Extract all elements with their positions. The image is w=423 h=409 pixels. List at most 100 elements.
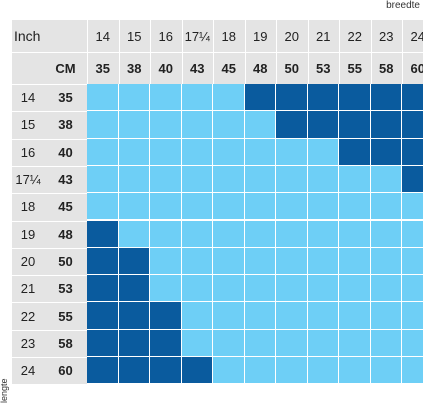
size-cell-light	[244, 275, 276, 303]
size-cell-dark	[150, 302, 182, 330]
size-cell-light	[244, 193, 276, 221]
row-cm-label: 40	[58, 144, 73, 160]
size-cell-light	[244, 138, 276, 166]
size-cell-light	[307, 302, 339, 330]
size-cell-light	[276, 357, 308, 385]
size-cell-light	[150, 275, 182, 303]
row-divider	[12, 357, 87, 358]
row-divider	[12, 220, 87, 222]
size-cell-light	[402, 220, 423, 248]
row-cm-label: 48	[58, 226, 73, 242]
size-cell-light	[307, 329, 339, 357]
column-inch-label: 22	[347, 28, 362, 44]
size-cell-light	[370, 247, 402, 276]
size-cell-light	[244, 247, 276, 276]
size-cell-light	[213, 111, 245, 139]
size-cell-dark	[402, 165, 423, 194]
size-cell-dark	[87, 302, 119, 330]
size-cell-dark	[307, 84, 339, 112]
size-cell-light	[370, 165, 402, 194]
size-cell-dark	[339, 84, 371, 112]
column-cm-label: 48	[253, 60, 268, 76]
size-cell-dark	[402, 111, 423, 139]
size-cell-dark	[339, 138, 371, 166]
row-divider	[12, 193, 87, 195]
size-cell-light	[276, 329, 308, 357]
size-cell-dark	[118, 329, 150, 357]
size-cell-light	[402, 357, 423, 385]
size-cell-light	[339, 275, 371, 303]
column-cm-label: 53	[316, 60, 331, 76]
size-cell-light	[370, 275, 402, 303]
size-cell-dark	[402, 138, 423, 166]
size-cell-dark	[87, 247, 119, 276]
size-cell-light	[370, 193, 402, 221]
row-cm-label: 38	[58, 117, 73, 133]
row-cm-label: 58	[58, 335, 73, 351]
size-cell-light	[244, 165, 276, 194]
size-cell-light	[213, 329, 245, 357]
size-cell-light	[213, 247, 245, 276]
size-cell-light	[118, 84, 150, 112]
size-cell-light	[402, 302, 423, 330]
row-inch-label: 14	[20, 90, 36, 106]
size-cell-light	[276, 165, 308, 194]
row-inch-label: 22	[20, 308, 36, 324]
size-cell-light	[118, 193, 150, 221]
row-cm-label: 53	[58, 281, 73, 297]
size-cell-light	[213, 357, 245, 385]
size-cell-dark	[118, 247, 150, 276]
row-divider	[12, 384, 87, 386]
size-cell-light	[307, 165, 339, 194]
row-divider	[12, 302, 87, 304]
column-inch-label: 24	[410, 28, 423, 44]
row-inch-label: 17¼	[15, 172, 41, 188]
size-cell-light	[181, 247, 213, 276]
size-cell-dark	[402, 84, 423, 112]
size-cell-light	[244, 329, 276, 357]
size-cell-dark	[181, 357, 213, 385]
row-divider	[12, 111, 87, 113]
size-cell-light	[87, 165, 119, 194]
row-divider	[12, 84, 87, 85]
size-cell-light	[181, 302, 213, 330]
row-inch-label: 18	[20, 199, 36, 215]
size-cell-light	[370, 220, 402, 248]
header-row-divider	[12, 52, 423, 53]
size-cell-light	[150, 165, 182, 194]
row-inch-label: 20	[20, 253, 36, 269]
row-cm-label: 35	[58, 90, 73, 106]
column-inch-label: 23	[379, 28, 394, 44]
size-cell-light	[244, 111, 276, 139]
axis-label-breedte: breedte	[386, 0, 420, 11]
size-cell-light	[339, 329, 371, 357]
size-cell-light	[213, 302, 245, 330]
size-cell-light	[307, 220, 339, 248]
column-cm-label: 35	[95, 60, 110, 76]
row-label-band	[12, 52, 87, 385]
column-inch-label: 14	[95, 28, 110, 44]
column-inch-label: 17¼	[184, 28, 210, 44]
row-cm-label: 60	[58, 363, 73, 379]
size-cell-light	[181, 220, 213, 248]
size-cell-light	[118, 111, 150, 139]
row-cm-label: 55	[58, 308, 73, 324]
column-cm-label: 40	[158, 60, 173, 76]
size-cell-light	[339, 247, 371, 276]
size-cell-light	[402, 275, 423, 303]
header-inch-band	[12, 20, 423, 52]
column-inch-label: 20	[284, 28, 299, 44]
row-divider	[12, 247, 87, 249]
size-cell-light	[370, 357, 402, 385]
size-cell-light	[370, 302, 402, 330]
size-cell-light	[402, 329, 423, 357]
size-cell-dark	[87, 329, 119, 357]
row-divider	[12, 138, 87, 140]
size-cell-light	[181, 193, 213, 221]
size-cell-light	[213, 193, 245, 221]
size-cell-light	[276, 302, 308, 330]
size-cell-light	[276, 138, 308, 166]
size-cell-dark	[244, 84, 276, 112]
size-cell-light	[181, 329, 213, 357]
